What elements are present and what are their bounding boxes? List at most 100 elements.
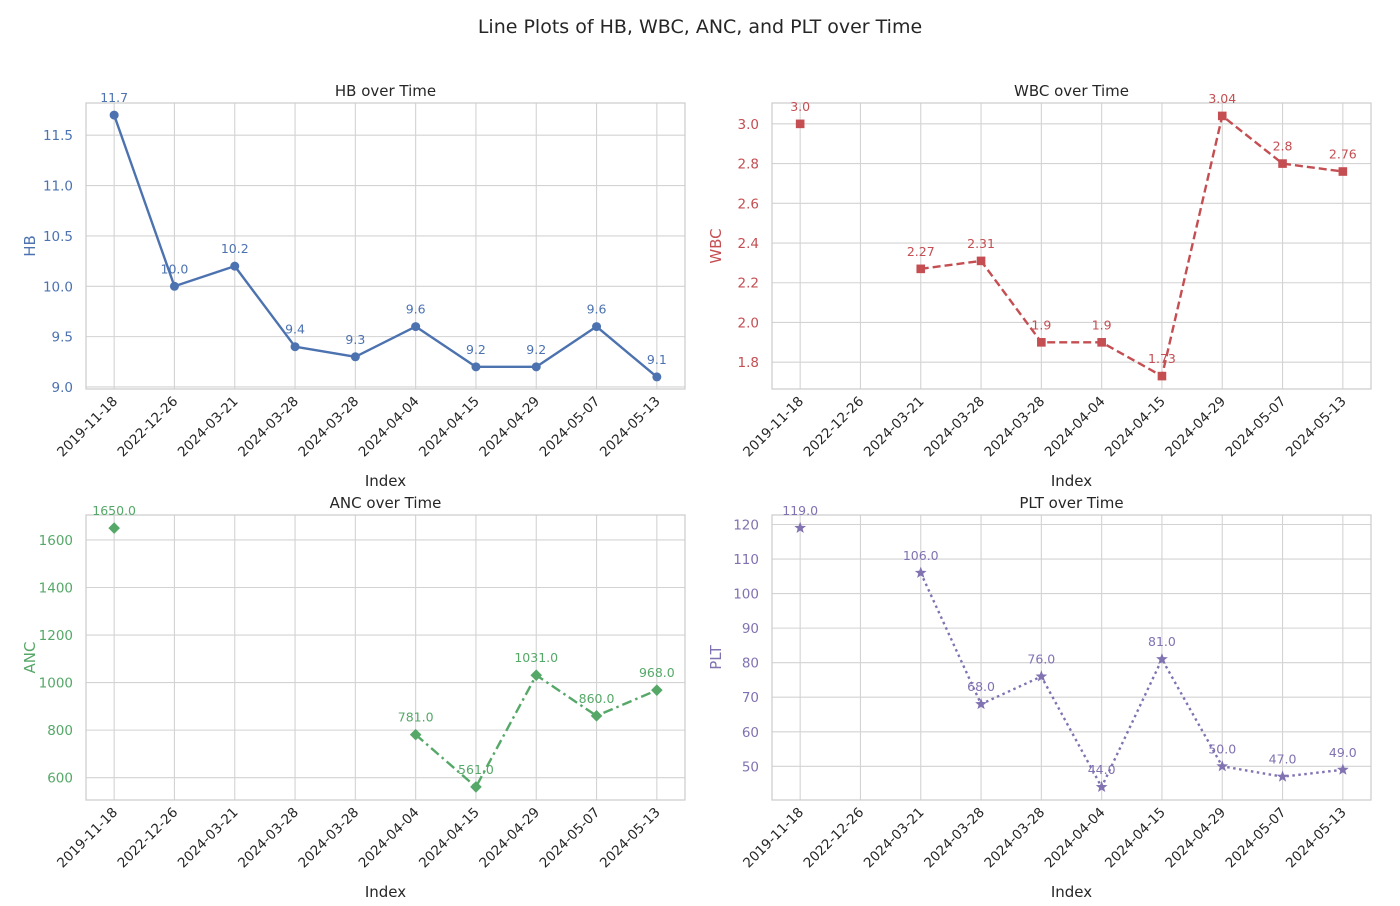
x-tick-label: 2024-04-29	[476, 394, 543, 461]
plot-frame	[771, 514, 1372, 801]
y-tick-label: 80	[742, 656, 759, 672]
data-point	[290, 342, 300, 352]
y-tick-label: 120	[733, 518, 759, 534]
data-point	[590, 710, 603, 722]
subplot-title: WBC over Time	[1014, 82, 1129, 100]
data-label: 50.0	[1208, 741, 1236, 756]
data-label: 2.76	[1329, 147, 1357, 162]
x-axis-label: Index	[1051, 883, 1092, 901]
data-point	[1157, 371, 1167, 381]
series-line	[920, 114, 1344, 378]
data-point	[531, 362, 541, 372]
y-tick-label: 1.8	[738, 355, 759, 371]
x-tick-label: 2024-03-21	[175, 805, 242, 872]
x-tick-label: 2024-03-28	[235, 805, 302, 872]
y-tick-label: 11.5	[43, 128, 73, 144]
x-tick-label: 2022-12-26	[114, 805, 181, 872]
x-tick-label: 2024-05-07	[537, 394, 604, 461]
data-point	[916, 264, 926, 274]
figure-title: Line Plots of HB, WBC, ANC, and PLT over…	[478, 16, 922, 38]
data-label: 44.0	[1088, 762, 1116, 777]
y-tick-label: 2.8	[738, 157, 759, 173]
y-axis-label: WBC	[707, 228, 725, 263]
data-point	[592, 322, 602, 332]
data-label: 1031.0	[514, 650, 558, 665]
x-tick-label: 2024-04-15	[416, 805, 483, 872]
x-axis-label: Index	[1051, 472, 1092, 490]
x-tick-label: 2024-05-13	[597, 394, 664, 461]
data-point	[1035, 670, 1048, 682]
data-point	[471, 362, 481, 372]
data-point	[109, 110, 119, 120]
data-label: 3.04	[1208, 91, 1236, 106]
x-axis-label: Index	[365, 472, 406, 490]
data-point	[652, 372, 662, 382]
x-tick-label: 2019-11-18	[740, 394, 807, 461]
x-tick-label: 2024-03-28	[981, 805, 1048, 872]
x-tick-label: 2024-03-21	[175, 394, 242, 461]
data-label: 9.2	[526, 342, 546, 357]
y-tick-label: 2.0	[738, 315, 759, 331]
x-tick-label: 2024-04-15	[416, 394, 483, 461]
data-label: 49.0	[1329, 745, 1357, 760]
subplot-title: PLT over Time	[1019, 494, 1123, 512]
y-axis-label: ANC	[21, 642, 39, 674]
x-tick-label: 2024-04-15	[1102, 805, 1169, 872]
x-tick-label: 2024-04-29	[1162, 394, 1229, 461]
x-tick-label: 2022-12-26	[114, 394, 181, 461]
data-point	[794, 521, 807, 533]
data-label: 9.1	[647, 352, 667, 367]
data-label: 1.73	[1148, 351, 1176, 366]
data-point	[975, 697, 987, 710]
x-tick-label: 2024-04-04	[356, 805, 423, 872]
x-tick-label: 2024-05-13	[1283, 394, 1350, 461]
y-tick-label: 9.5	[52, 330, 73, 346]
y-axis-label: PLT	[707, 644, 725, 669]
data-point	[1037, 338, 1046, 347]
y-tick-label: 90	[742, 621, 759, 637]
data-label: 10.0	[161, 261, 189, 276]
plot-frame	[85, 102, 686, 390]
y-tick-label: 110	[733, 552, 759, 568]
x-tick-label: 2024-03-21	[861, 805, 928, 872]
subplot-anc: 2019-11-182022-12-262024-03-212024-03-28…	[21, 494, 686, 901]
data-label: 68.0	[967, 679, 995, 694]
x-tick-label: 2024-04-04	[356, 394, 423, 461]
data-label: 1.9	[1092, 317, 1112, 332]
y-tick-label: 2.2	[738, 276, 759, 292]
x-tick-label: 2024-04-29	[1162, 805, 1229, 872]
x-tick-label: 2024-05-07	[1223, 394, 1290, 461]
data-point	[1216, 760, 1229, 772]
y-tick-label: 70	[742, 690, 759, 706]
data-point	[1336, 763, 1349, 775]
data-point	[411, 322, 421, 332]
data-label: 3.0	[790, 99, 810, 114]
data-point	[350, 352, 360, 362]
x-tick-label: 2024-05-07	[1223, 805, 1290, 872]
x-tick-label: 2024-03-28	[981, 394, 1048, 461]
y-tick-label: 2.6	[738, 196, 759, 212]
data-point	[1156, 653, 1168, 665]
x-tick-label: 2024-03-28	[295, 394, 362, 461]
data-label: 10.2	[221, 241, 249, 256]
data-label: 106.0	[903, 548, 939, 563]
data-label: 81.0	[1148, 634, 1176, 649]
data-label: 561.0	[458, 762, 494, 777]
y-tick-label: 9.0	[52, 380, 73, 396]
data-label: 11.7	[100, 90, 128, 105]
data-point	[1217, 111, 1227, 121]
x-tick-label: 2022-12-26	[800, 394, 867, 461]
x-tick-label: 2024-03-28	[921, 394, 988, 461]
subplot-plt: 2019-11-182022-12-262024-03-212024-03-28…	[707, 494, 1372, 901]
subplot-hb: 2019-11-182022-12-262024-03-212024-03-28…	[21, 82, 686, 490]
data-point	[976, 256, 986, 266]
data-label: 860.0	[579, 691, 615, 706]
x-tick-label: 2024-04-15	[1102, 394, 1169, 461]
data-label: 2.8	[1273, 139, 1293, 154]
y-axis-label: HB	[21, 235, 39, 257]
plot-frame	[85, 514, 686, 801]
data-point	[795, 119, 805, 129]
data-label: 9.6	[406, 302, 426, 317]
data-point	[1097, 338, 1106, 347]
